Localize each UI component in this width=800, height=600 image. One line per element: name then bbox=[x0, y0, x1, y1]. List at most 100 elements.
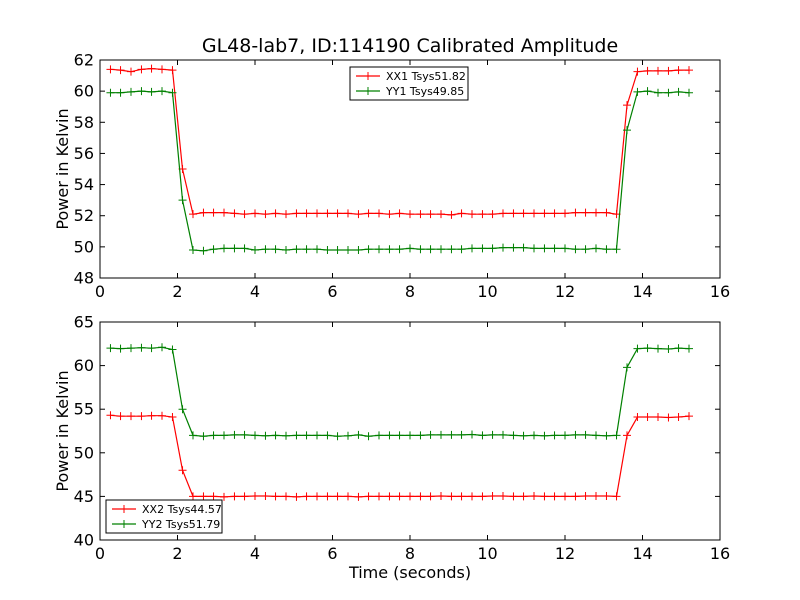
data-point bbox=[344, 492, 352, 501]
data-point bbox=[375, 209, 383, 218]
data-point bbox=[240, 492, 249, 501]
data-point bbox=[375, 431, 383, 440]
data-point bbox=[313, 492, 321, 501]
x-tick-label: 14 bbox=[632, 544, 652, 563]
data-point bbox=[189, 245, 197, 254]
data-point bbox=[333, 492, 342, 501]
legend-label: XX2 Tsys44.57 bbox=[142, 503, 222, 516]
data-point bbox=[199, 208, 208, 217]
data-point bbox=[251, 491, 259, 500]
y-tick-label: 50 bbox=[74, 443, 94, 462]
data-point bbox=[509, 431, 518, 440]
data-point bbox=[437, 491, 445, 500]
data-point bbox=[230, 492, 239, 501]
data-point bbox=[116, 66, 125, 75]
data-point bbox=[447, 492, 456, 501]
data-point bbox=[623, 126, 631, 135]
x-tick-label: 8 bbox=[405, 544, 415, 563]
legend: XX2 Tsys44.57 YY2 Tsys51.79 bbox=[105, 499, 223, 534]
data-point bbox=[292, 492, 301, 501]
data-point bbox=[592, 208, 600, 217]
data-point bbox=[685, 66, 693, 75]
data-point bbox=[261, 210, 270, 219]
y-tick-label: 65 bbox=[74, 313, 94, 332]
data-point bbox=[561, 244, 569, 253]
data-point bbox=[344, 431, 352, 440]
data-point bbox=[550, 492, 559, 501]
data-point bbox=[447, 210, 456, 219]
data-point bbox=[602, 245, 611, 254]
x-tick-label: 12 bbox=[555, 544, 575, 563]
data-point bbox=[147, 344, 156, 353]
y-axis-label-bottom: Power in Kelvin bbox=[53, 370, 72, 491]
legend-marker bbox=[120, 505, 128, 513]
legend-box bbox=[105, 499, 223, 534]
data-point bbox=[416, 245, 425, 254]
data-point bbox=[530, 244, 538, 253]
data-point bbox=[540, 244, 549, 253]
data-point bbox=[488, 244, 497, 253]
data-point bbox=[333, 245, 342, 254]
data-point bbox=[519, 243, 528, 252]
data-point bbox=[282, 245, 290, 254]
data-point bbox=[261, 491, 270, 500]
x-axis-label-bottom: Time (seconds) bbox=[348, 563, 471, 582]
legend-label: YY1 Tsys49.85 bbox=[385, 85, 464, 98]
data-point bbox=[230, 209, 239, 218]
data-point bbox=[571, 245, 580, 254]
y-tick-label: 62 bbox=[74, 51, 94, 70]
data-point bbox=[581, 208, 590, 217]
data-point bbox=[509, 243, 518, 252]
x-tick-label: 2 bbox=[172, 544, 182, 563]
data-point bbox=[364, 245, 373, 254]
data-point bbox=[240, 244, 249, 253]
data-point bbox=[106, 411, 115, 420]
data-point bbox=[395, 492, 404, 501]
plot-area-bottom: 0 2 4 6 8 10 12 14 16 40 45 50 55 60 65 XX2 Tsys44.57 YY… bbox=[74, 313, 731, 564]
data-point bbox=[674, 344, 683, 353]
chart-top: GL48-lab7, ID:114190 Calibrated Amplitud… bbox=[53, 35, 730, 301]
data-point bbox=[581, 430, 590, 439]
data-point bbox=[137, 343, 146, 352]
chart-bottom: Time (seconds) Power in Kelvin 0 2 4 6 8 10 12… bbox=[53, 313, 730, 583]
legend-box bbox=[349, 66, 469, 101]
data-point bbox=[499, 209, 507, 218]
data-point bbox=[561, 492, 569, 501]
data-point bbox=[612, 431, 621, 440]
series-2 bbox=[106, 343, 693, 441]
data-point bbox=[395, 209, 404, 218]
data-point bbox=[292, 209, 301, 218]
data-point bbox=[540, 431, 549, 440]
data-point bbox=[354, 492, 363, 501]
data-point bbox=[375, 245, 383, 254]
data-point bbox=[168, 66, 177, 75]
data-point bbox=[530, 209, 538, 218]
data-point bbox=[385, 492, 394, 501]
y-tick-label: 55 bbox=[74, 400, 94, 419]
series-1 bbox=[106, 411, 693, 501]
data-point bbox=[633, 67, 642, 76]
data-point bbox=[623, 101, 631, 110]
data-point bbox=[323, 492, 332, 501]
data-point bbox=[147, 64, 156, 73]
data-point bbox=[354, 210, 363, 219]
x-tick-label: 10 bbox=[477, 282, 497, 301]
data-point bbox=[457, 209, 466, 218]
data-point bbox=[375, 492, 383, 501]
x-tick-label: 16 bbox=[710, 282, 730, 301]
data-point bbox=[550, 244, 559, 253]
data-point bbox=[323, 245, 332, 254]
data-point bbox=[416, 431, 425, 440]
data-point bbox=[168, 88, 177, 97]
data-point bbox=[189, 492, 197, 501]
data-point bbox=[116, 412, 125, 421]
data-point bbox=[664, 66, 673, 75]
x-tick-label: 16 bbox=[710, 544, 730, 563]
data-point bbox=[664, 88, 673, 97]
data-point bbox=[468, 210, 476, 219]
data-point bbox=[158, 343, 166, 352]
data-point bbox=[519, 209, 528, 218]
data-point bbox=[488, 430, 497, 439]
data-point bbox=[519, 492, 528, 501]
